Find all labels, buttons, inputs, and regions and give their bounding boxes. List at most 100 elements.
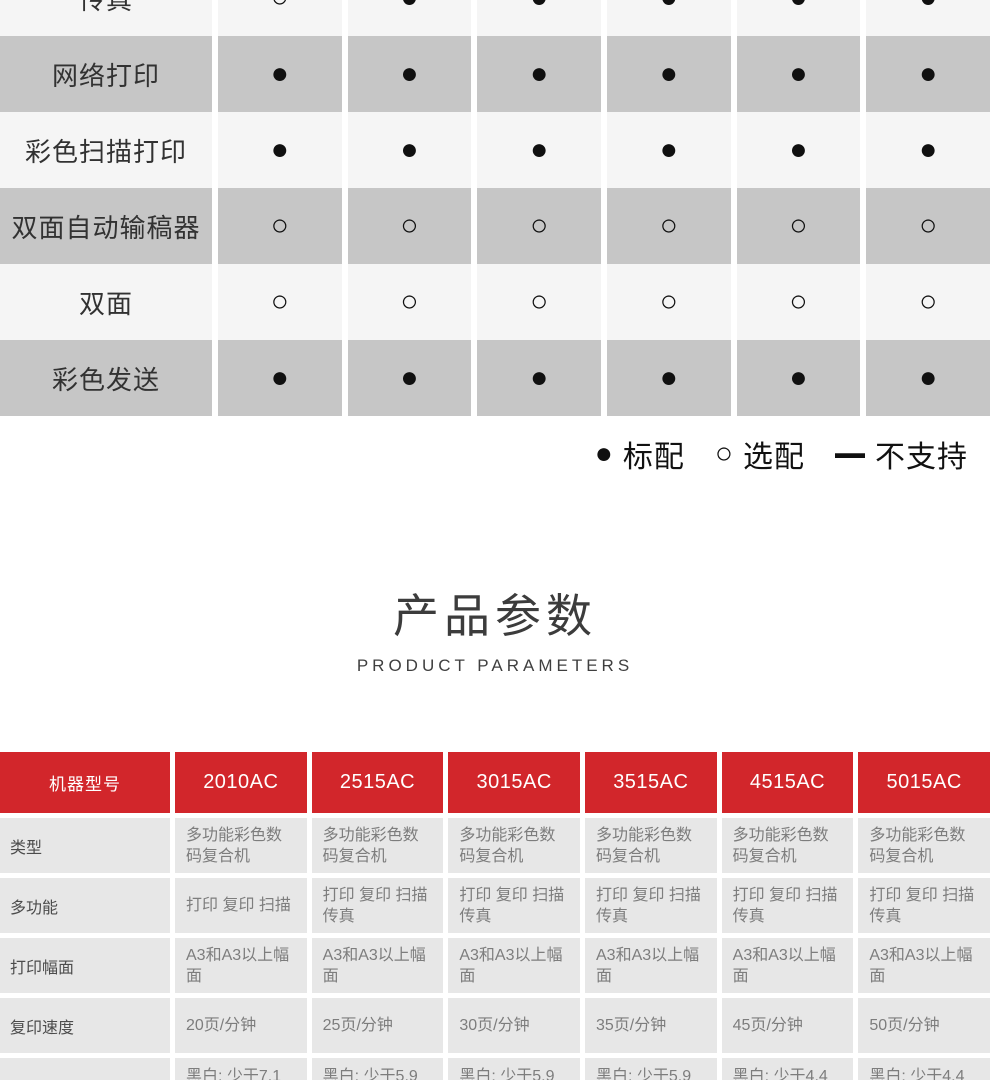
feature-cell: ○ [606,264,731,340]
section-subtitle: PRODUCT PARAMETERS [356,656,634,675]
feature-cell: ● [218,340,342,416]
optional-circle-icon: ○ [659,209,678,242]
feature-cell: ○ [736,188,861,264]
legend-label: 不支持 [875,441,968,474]
feature-cell: ● [347,340,472,416]
spec-cell: A3和A3以上幅面 [448,938,580,993]
legend-item-optional: ○ 选配 [715,432,805,476]
feature-cell: ○ [477,188,601,264]
feature-cell: ● [477,112,601,188]
standard-dot-icon: ● [789,133,808,166]
section-title: 产品参数 [393,590,597,642]
optional-circle-icon: ○ [789,209,808,242]
feature-cell: ○ [866,264,990,340]
feature-row-label: 传真 [0,0,212,36]
optional-circle-icon: ○ [919,285,938,318]
feature-row-label: 彩色扫描打印 [0,112,212,188]
spec-row-type: 类型 多功能彩色数码复合机 多功能彩色数码复合机 多功能彩色数码复合机 多功能彩… [0,818,990,873]
optional-circle-icon: ○ [400,209,419,242]
spec-cell: 黑白: 少于4.4秒 [721,1058,854,1080]
unsupported-dash-icon: — [835,426,865,480]
feature-cell: ● [736,0,861,36]
spec-row-label: 多功能 [0,878,170,933]
spec-row-copy-speed: 复印速度 20页/分钟 25页/分钟 30页/分钟 35页/分钟 45页/分钟 … [0,998,990,1053]
spec-cell: A3和A3以上幅面 [175,938,307,993]
feature-cell: ○ [218,188,342,264]
spec-row-label: 类型 [0,818,170,873]
standard-dot-icon: ● [270,133,289,166]
spec-cell: 黑白: 少于5.9秒 [585,1058,717,1080]
optional-circle-icon: ○ [271,0,289,13]
feature-cell: ● [736,340,861,416]
standard-dot-icon: ● [919,133,938,166]
feature-cell: ● [477,36,601,112]
spec-cell: 黑白: 少于5.9秒 [448,1058,580,1080]
feature-row-color-send: 彩色发送 ● ● ● ● ● ● [0,340,990,416]
standard-dot-icon: ● [530,361,549,394]
standard-dot-icon: ● [270,57,289,90]
legend-item-standard: ● 标配 [595,432,685,476]
feature-cell: ● [218,112,342,188]
feature-cell: ● [866,112,990,188]
spec-cell: A3和A3以上幅面 [311,938,444,993]
spec-cell: 50页/分钟 [858,998,990,1053]
feature-cell: ○ [477,264,601,340]
spec-cell: 多功能彩色数码复合机 [585,818,717,873]
feature-row-color-scan-print: 彩色扫描打印 ● ● ● ● ● ● [0,112,990,188]
feature-row-label: 网络打印 [0,36,212,112]
spec-cell: A3和A3以上幅面 [858,938,990,993]
standard-dot-icon: ● [270,361,289,394]
feature-cell: ● [866,340,990,416]
feature-cell: ● [477,0,601,36]
feature-cell: ○ [218,264,342,340]
legend-label: 选配 [743,441,805,474]
standard-dot-icon: ● [660,0,678,13]
optional-circle-icon: ○ [270,285,289,318]
standard-dot-icon: ● [530,133,549,166]
spec-row-label: 复印速度 [0,998,170,1053]
model-header: 2515AC [311,752,444,813]
model-header: 3015AC [448,752,580,813]
spec-cell: 打印 复印 扫描 传真 [858,878,990,933]
feature-cell: ○ [218,0,342,36]
feature-row-duplex: 双面 ○ ○ ○ ○ ○ ○ [0,264,990,340]
optional-circle-icon: ○ [919,209,938,242]
feature-row-label: 双面 [0,264,212,340]
feature-row-duplex-adf: 双面自动输稿器 ○ ○ ○ ○ ○ ○ [0,188,990,264]
model-header: 3515AC [585,752,717,813]
spec-cell: A3和A3以上幅面 [721,938,854,993]
feature-cell: ● [606,112,731,188]
feature-cell: ● [606,36,731,112]
feature-cell: ● [477,340,601,416]
spec-row-print-size: 打印幅面 A3和A3以上幅面 A3和A3以上幅面 A3和A3以上幅面 A3和A3… [0,938,990,993]
legend-item-unsupported: — 不支持 [835,426,968,480]
standard-dot-icon: ● [919,57,938,90]
spec-cell: 多功能彩色数码复合机 [175,818,307,873]
feature-row-fax: 传真 ○ ● ● ● ● ● [0,0,990,36]
standard-dot-icon: ● [919,361,938,394]
feature-row-label: 彩色发送 [0,340,212,416]
optional-circle-icon: ○ [270,209,289,242]
spec-cell: 多功能彩色数码复合机 [448,818,580,873]
spec-cell: 多功能彩色数码复合机 [721,818,854,873]
standard-dot-icon: ● [789,0,807,13]
spec-cell: 打印 复印 扫描 传真 [721,878,854,933]
standard-dot-icon: ● [530,0,548,13]
standard-dot-icon: ● [789,361,808,394]
feature-cell: ● [347,112,472,188]
optional-circle-icon: ○ [530,285,549,318]
spec-cell: 25页/分钟 [311,998,444,1053]
standard-dot-icon: ● [594,437,613,470]
spec-cell: 35页/分钟 [585,998,717,1053]
feature-cell: ○ [347,264,472,340]
feature-cell: ● [736,36,861,112]
feature-cell: ● [347,0,472,36]
standard-dot-icon: ● [789,57,808,90]
standard-dot-icon: ● [400,57,419,90]
spec-cell: 打印 复印 扫描 传真 [311,878,444,933]
feature-cell: ● [736,112,861,188]
feature-cell: ● [866,36,990,112]
spec-cell: 黑白: 少于7.1秒 [175,1058,307,1080]
standard-dot-icon: ● [919,0,937,13]
standard-dot-icon: ● [530,57,549,90]
